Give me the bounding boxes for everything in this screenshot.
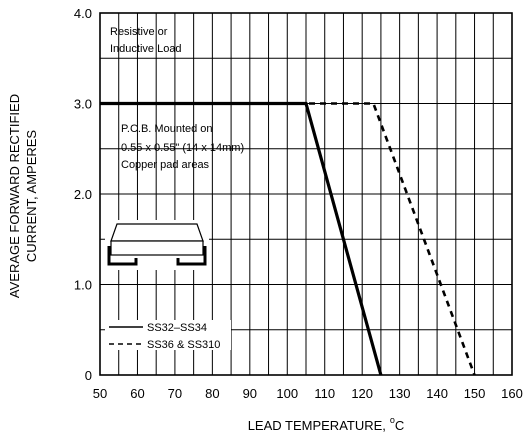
x-tick-label: 110 (314, 386, 335, 401)
legend: SS32–SS34 SS36 & SS310 (105, 320, 231, 351)
pcb-note-line-1: P.C.B. Mounted on (121, 123, 213, 135)
x-tick-label: 140 (426, 386, 448, 401)
x-tick-label: 150 (464, 386, 486, 401)
x-tick-label: 120 (351, 386, 373, 401)
y-axis-title-line-1: AVERAGE FORWARD RECTIFIED (7, 94, 22, 298)
x-axis-unit: C (395, 418, 404, 433)
y-tick-label: 3.0 (74, 97, 92, 112)
series-layer (100, 101, 476, 376)
x-axis-degree: o (390, 415, 395, 425)
y-tick-label: 1.0 (74, 278, 92, 293)
x-tick-label: 100 (276, 386, 298, 401)
y-axis-title-line-2: CURRENT, AMPERES (24, 130, 39, 263)
legend-label-dashed: SS36 & SS310 (147, 339, 220, 351)
legend-label-solid: SS32–SS34 (147, 322, 207, 334)
x-tick-label: 50 (93, 386, 107, 401)
y-axis-title: AVERAGE FORWARD RECTIFIED CURRENT, AMPER… (7, 94, 39, 298)
load-note-line-1: Resistive or (110, 26, 168, 38)
y-tick-label: 0 (85, 368, 92, 383)
plot-border (99, 12, 513, 376)
y-tick-label: 4.0 (74, 6, 92, 21)
x-axis-title-text: LEAD TEMPERATURE, (248, 418, 386, 433)
package-icon (105, 220, 209, 270)
x-tick-label: 130 (389, 386, 411, 401)
x-tick-label: 60 (130, 386, 144, 401)
pcb-note-line-3: Copper pad areas (121, 159, 210, 171)
x-tick-label: 80 (205, 386, 219, 401)
x-axis-title: LEAD TEMPERATURE, oC (248, 415, 405, 433)
tick-labels: 50 60 70 80 90 100 110 120 130 140 150 160 0 1.0 2.0 3.… (74, 6, 523, 401)
plot-area (99, 12, 513, 376)
x-tick-label: 90 (243, 386, 257, 401)
x-tick-label: 160 (501, 386, 523, 401)
y-tick-label: 2.0 (74, 187, 92, 202)
series-line-2 (100, 102, 476, 376)
x-tick-label: 70 (168, 386, 182, 401)
load-note-line-2: Inductive Load (110, 43, 182, 55)
pcb-note-line-2: 0.55 x 0.55" (14 x 14mm) (121, 142, 244, 154)
